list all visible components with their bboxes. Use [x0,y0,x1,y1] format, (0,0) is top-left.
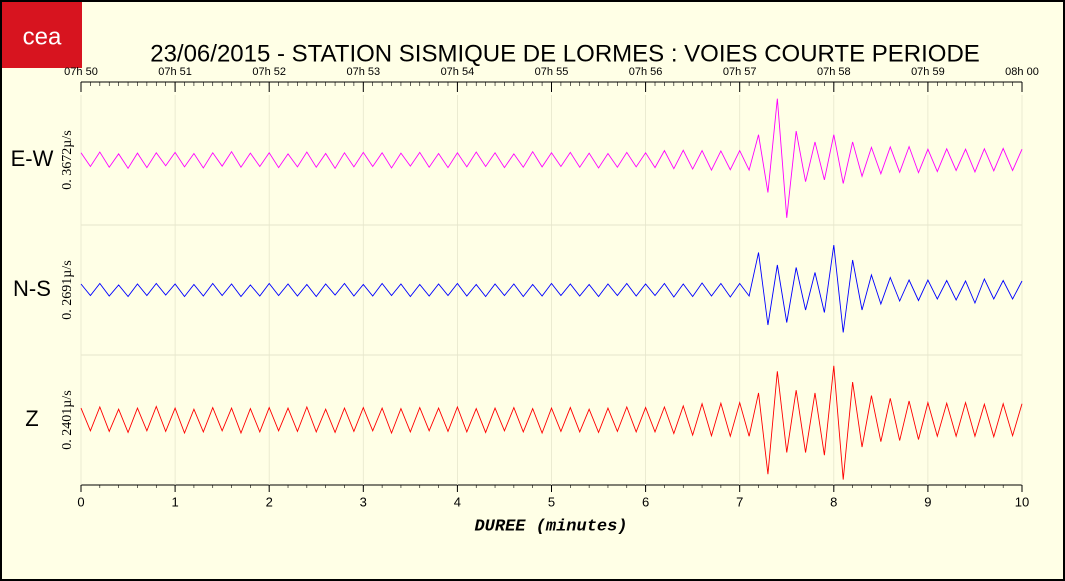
x2-tick-label: 07h 54 [441,66,475,78]
x2-tick-label: 07h 53 [346,66,380,78]
channel-label: N-S [13,276,51,301]
scale-label: 0. 2691µ/s [60,260,75,319]
x2-tick-label: 08h 00 [1005,66,1039,78]
x-axis-label: DUREE (minutes) [474,517,627,536]
x-tick-label: 3 [360,494,367,509]
x-tick-label: 0 [77,494,84,509]
channel-label: E-W [11,146,54,171]
x2-tick-label: 07h 50 [64,66,98,78]
logo-box [2,2,82,68]
x-tick-label: 5 [548,494,555,509]
x2-tick-label: 07h 57 [723,66,757,78]
x-tick-label: 1 [171,494,178,509]
x-tick-label: 4 [454,494,461,509]
scale-label: 0. 2401µ/s [60,390,75,449]
x-tick-label: 8 [830,494,837,509]
chart-title: 23/06/2015 - STATION SISMIQUE DE LORMES … [150,40,980,67]
trace [80,365,1023,480]
x-tick-label: 10 [1015,494,1029,509]
x-tick-label: 6 [642,494,649,509]
scale-label: 0. 3672µ/s [60,130,75,189]
x2-tick-label: 07h 51 [158,66,192,78]
trace [80,98,1023,218]
x-tick-label: 7 [736,494,743,509]
logo-text: cea [23,23,62,50]
channel-label: Z [25,406,38,431]
x2-tick-label: 07h 52 [252,66,286,78]
x-tick-label: 2 [266,494,273,509]
x2-tick-label: 07h 58 [817,66,851,78]
x2-tick-label: 07h 56 [629,66,663,78]
x2-tick-label: 07h 59 [911,66,945,78]
x-tick-label: 9 [924,494,931,509]
trace [80,244,1023,333]
x2-tick-label: 07h 55 [535,66,569,78]
